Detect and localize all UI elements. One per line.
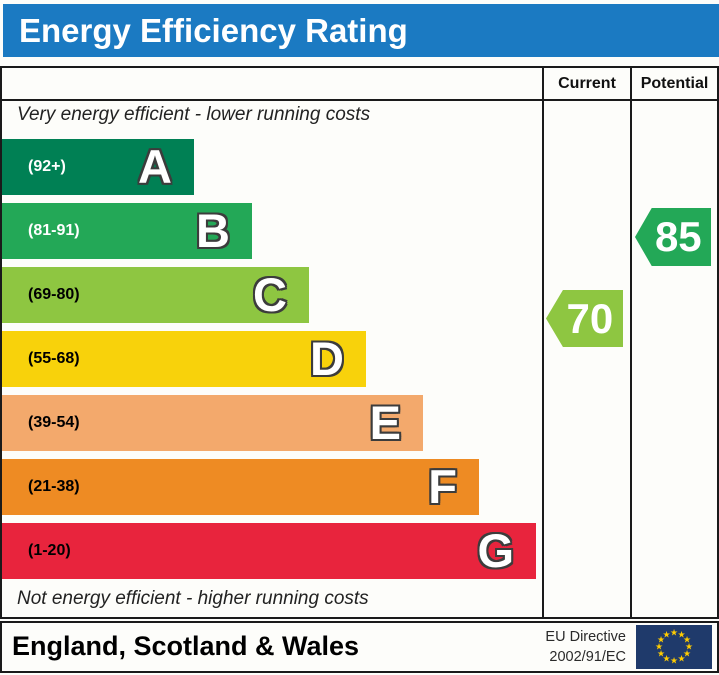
eu-flag-star: ★ [656, 648, 666, 659]
band-range-label: (81-91) [28, 222, 80, 239]
band-letter: G [477, 524, 514, 577]
band-row-C: (69-80) C [2, 267, 309, 323]
current-rating-arrow: 70 [546, 290, 623, 347]
eu-flag-star: ★ [682, 648, 692, 659]
current-rating-value: 70 [566, 294, 614, 342]
current-column-divider [542, 68, 544, 617]
band-row-F: (21-38) F [2, 459, 479, 515]
band-letter: F [428, 460, 457, 513]
band-range-label: (69-80) [28, 286, 80, 303]
eu-flag-icon: ★ ★ ★ ★ ★ ★ ★ ★ ★ ★ ★ ★ [636, 625, 712, 669]
band-row-D: (55-68) D [2, 331, 366, 387]
band-range-label: (55-68) [28, 350, 80, 367]
eu-flag-star: ★ [662, 653, 671, 664]
rating-table: Current Potential Very energy efficient … [0, 66, 719, 619]
eu-directive-line2: 2002/91/EC [549, 649, 626, 665]
potential-rating-arrow: 85 [635, 208, 711, 266]
eu-flag-star: ★ [656, 634, 666, 645]
eu-flag-star: ★ [669, 627, 679, 638]
eu-flag-star: ★ [682, 634, 692, 645]
eu-directive-line1: EU Directive [545, 629, 626, 645]
potential-rating-value: 85 [654, 213, 702, 260]
potential-column-divider [630, 68, 632, 617]
column-header-current: Current [558, 75, 616, 92]
band-letter: C [253, 268, 287, 321]
column-header-potential: Potential [640, 75, 709, 92]
header-divider [2, 99, 717, 101]
band-row-G: (1-20) G [2, 523, 536, 579]
band-row-B: (81-91) B [2, 203, 252, 259]
page-title: Energy Efficiency Rating [19, 11, 408, 49]
band-range-label: (92+) [28, 158, 66, 175]
eu-flag-star: ★ [677, 629, 686, 640]
eu-flag-star: ★ [684, 641, 694, 652]
region-label: England, Scotland & Wales [12, 631, 360, 661]
eu-flag-star: ★ [654, 641, 664, 652]
eu-directive-label: EU Directive 2002/91/EC [545, 627, 626, 667]
band-range-label: (39-54) [28, 414, 80, 431]
band-row-E: (39-54) E [2, 395, 423, 451]
eu-flag-star: ★ [669, 655, 679, 666]
band-letter: A [138, 140, 172, 193]
band-letter: B [196, 204, 230, 257]
band-letter: D [310, 332, 344, 385]
band-row-A: (92+) A [2, 139, 194, 195]
title-bar: Energy Efficiency Rating [3, 4, 719, 57]
band-letter: E [369, 396, 401, 449]
band-range-label: (1-20) [28, 542, 71, 559]
top-note: Very energy efficient - lower running co… [17, 104, 371, 125]
band-range-label: (21-38) [28, 478, 80, 495]
footer: England, Scotland & Wales EU Directive 2… [0, 621, 719, 673]
eu-flag-star: ★ [662, 629, 671, 640]
bottom-note: Not energy efficient - higher running co… [17, 588, 369, 609]
eu-flag-star: ★ [677, 653, 686, 664]
